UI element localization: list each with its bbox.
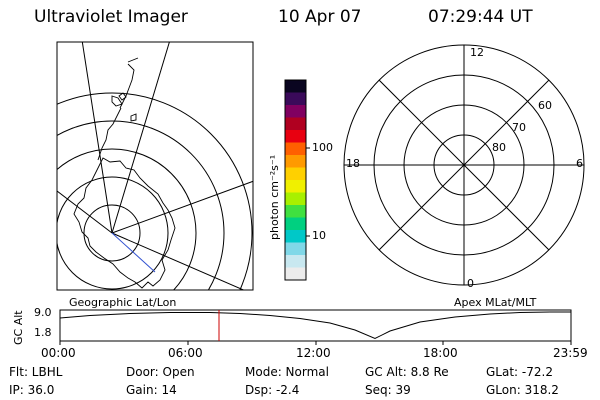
apex-polar-grid <box>343 44 585 286</box>
color-scale-segment <box>285 242 306 256</box>
color-scale-segment <box>285 267 306 281</box>
altitude-min-label: 1.8 <box>34 326 52 339</box>
altitude-axis-label: GC Alt <box>12 310 25 345</box>
satellite-ground-track <box>111 232 156 273</box>
color-scale-segment <box>285 92 306 106</box>
color-scale-segment <box>285 155 306 168</box>
geo-meridians <box>57 42 253 290</box>
x-tick-1800: 18:00 <box>423 346 458 360</box>
color-scale-segment <box>285 167 306 181</box>
geo-map-caption: Geographic Lat/Lon <box>69 296 177 309</box>
color-scale-segment <box>285 230 306 243</box>
color-scale-segment <box>285 130 306 143</box>
color-scale-segment <box>285 192 306 206</box>
filter-info: Flt: LBHL <box>9 365 63 379</box>
color-scale-segment <box>285 80 306 93</box>
color-scale-segment <box>285 180 306 193</box>
observation-time: 07:29:44 UT <box>428 7 533 27</box>
gain-info: Gain: 14 <box>126 383 177 397</box>
altitude-curve <box>59 311 571 340</box>
x-tick-0600: 06:00 <box>168 346 203 360</box>
mlt-label-0: 0 <box>467 277 474 290</box>
mlat-label-60: 60 <box>538 99 552 112</box>
door-info: Door: Open <box>126 365 195 379</box>
glon-info: GLon: 318.2 <box>486 383 559 397</box>
color-scale-segment <box>285 117 306 131</box>
seq-info: Seq: 39 <box>365 383 411 397</box>
antarctica-coastline <box>73 57 176 289</box>
geo-latitude-circles <box>57 92 253 290</box>
color-scale-bar <box>285 80 306 281</box>
mlt-label-6: 6 <box>576 157 583 170</box>
mlat-label-80: 80 <box>492 141 506 154</box>
colorbar-tick-100: 100 <box>312 141 333 154</box>
observation-date: 10 Apr 07 <box>278 7 362 27</box>
mlt-label-12: 12 <box>470 46 484 59</box>
geo-map-frame <box>56 41 254 291</box>
color-scale-segment <box>285 217 306 231</box>
x-tick-2359: 23:59 <box>553 346 588 360</box>
mlat-label-70: 70 <box>512 121 526 134</box>
apex-map-caption: Apex MLat/MLT <box>454 296 537 309</box>
dsp-info: Dsp: -2.4 <box>245 383 300 397</box>
color-scale-ticks <box>306 147 310 237</box>
x-tick-1200: 12:00 <box>296 346 331 360</box>
color-scale-segment <box>285 205 306 218</box>
ip-info: IP: 36.0 <box>9 383 55 397</box>
x-tick-0000: 00:00 <box>41 346 76 360</box>
color-scale-segment <box>285 142 306 156</box>
mode-info: Mode: Normal <box>245 365 329 379</box>
altitude-axis-ticks <box>59 341 572 345</box>
colorbar-tick-10: 10 <box>312 229 326 242</box>
gc-alt-info: GC Alt: 8.8 Re <box>365 365 449 379</box>
color-scale-frame <box>284 79 307 281</box>
mlt-label-18: 18 <box>346 157 360 170</box>
instrument-title: Ultraviolet Imager <box>34 7 188 27</box>
color-scale-segment <box>285 255 306 268</box>
geographic-map <box>57 42 253 290</box>
color-scale-segment <box>285 105 306 118</box>
altitude-max-label: 9.0 <box>34 306 52 319</box>
altitude-plot-frame <box>59 309 572 342</box>
colorbar-unit-label: photon cm⁻²s⁻¹ <box>268 154 281 240</box>
glat-info: GLat: -72.2 <box>486 365 553 379</box>
